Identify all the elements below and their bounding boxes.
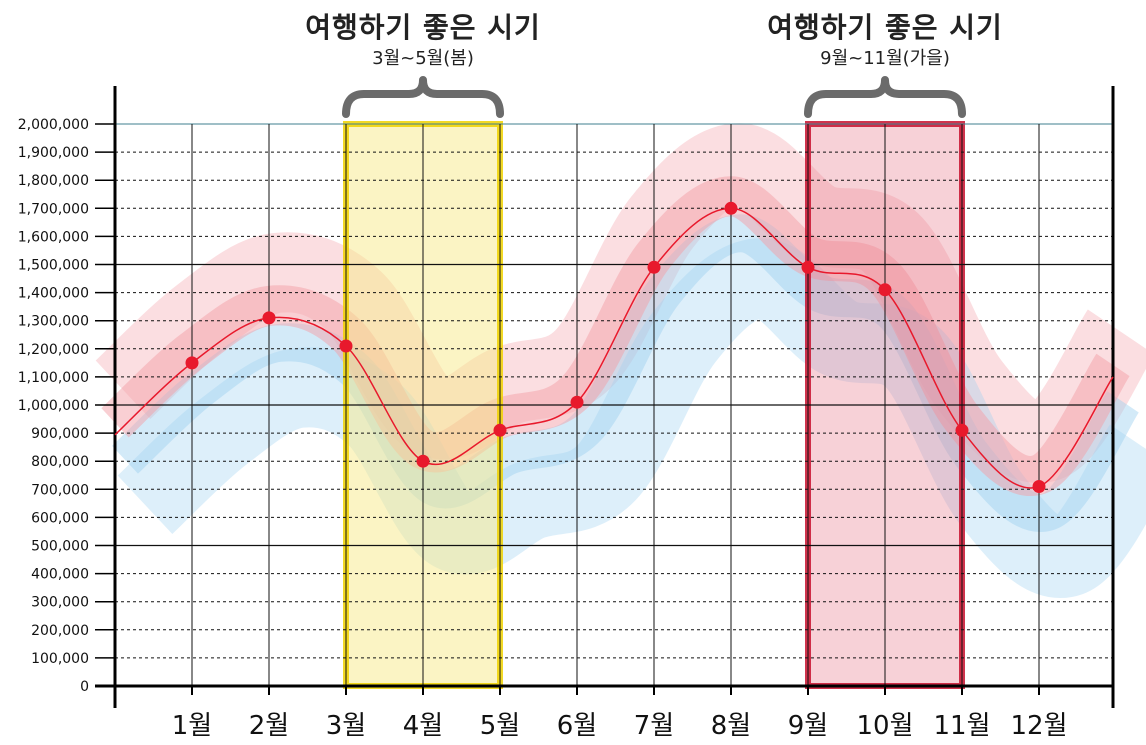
y-tick-label: 1,400,000 [18, 286, 89, 302]
x-tick-label-6월: 6월 [557, 711, 597, 741]
data-point-8월 [724, 201, 738, 215]
y-tick-label: 1,700,000 [18, 201, 89, 217]
x-tick-label-7월: 7월 [634, 711, 674, 741]
y-tick-label: 1,000,000 [18, 398, 89, 414]
data-point-11월 [955, 423, 969, 437]
y-tick-label: 100,000 [31, 651, 89, 667]
x-tick-label-2월: 2월 [249, 711, 289, 741]
annotation-title-autumn: 여행하기 좋은 시기 [767, 11, 1003, 44]
y-tick-label: 1,500,000 [18, 258, 89, 274]
band-red-inner [101, 176, 1131, 496]
y-tick-label: 800,000 [31, 454, 89, 470]
y-tick-label: 2,000,000 [18, 117, 89, 133]
y-tick-label: 400,000 [31, 567, 89, 583]
x-tick-label-11월: 11월 [933, 711, 990, 741]
brace-0 [342, 76, 504, 118]
x-tick-label-12월: 12월 [1010, 711, 1067, 741]
data-point-1월 [185, 356, 199, 370]
data-point-7월 [647, 260, 661, 274]
data-point-10월 [878, 283, 892, 297]
data-point-5월 [493, 423, 507, 437]
y-tick-label: 1,900,000 [18, 145, 89, 161]
y-tick-label: 700,000 [31, 482, 89, 498]
x-tick-label-8월: 8월 [711, 711, 751, 741]
grid [115, 123, 1113, 686]
tick-labels: 0 100,000 200,000 300,000 400,000 500,000 600,… [18, 117, 1068, 741]
braces [342, 76, 966, 118]
axes [95, 86, 1115, 708]
x-tick-label-3월: 3월 [326, 711, 366, 741]
x-tick-label-5월: 5월 [480, 711, 520, 741]
y-tick-label: 0 [80, 679, 89, 695]
y-tick-label: 1,800,000 [18, 173, 89, 189]
series [114, 201, 1114, 493]
y-tick-label: 1,600,000 [18, 229, 89, 245]
y-tick-label: 500,000 [31, 539, 89, 555]
y-tick-label: 200,000 [31, 623, 89, 639]
annotation-subtitle-spring: 3월~5월(봄) [372, 48, 474, 69]
annotation-title-spring: 여행하기 좋은 시기 [305, 11, 541, 44]
data-point-12월 [1032, 479, 1046, 493]
data-point-3월 [339, 339, 353, 353]
y-tick-label: 1,200,000 [18, 342, 89, 358]
y-tick-label: 1,300,000 [18, 314, 89, 330]
annotation-subtitle-autumn: 9월~11월(가을) [820, 48, 950, 69]
x-tick-label-1월: 1월 [172, 711, 212, 741]
y-tick-label: 300,000 [31, 595, 89, 611]
data-point-4월 [416, 454, 430, 468]
data-point-2월 [262, 311, 276, 325]
brace-1 [804, 76, 966, 118]
x-tick-label-10월: 10월 [856, 711, 913, 741]
y-tick-label: 1,100,000 [18, 370, 89, 386]
data-point-6월 [570, 395, 584, 409]
series-line [114, 207, 1114, 489]
y-tick-label: 600,000 [31, 510, 89, 526]
data-point-9월 [801, 260, 815, 274]
x-tick-label-4월: 4월 [403, 711, 443, 741]
x-tick-label-9월: 9월 [788, 711, 828, 741]
y-tick-label: 900,000 [31, 426, 89, 442]
